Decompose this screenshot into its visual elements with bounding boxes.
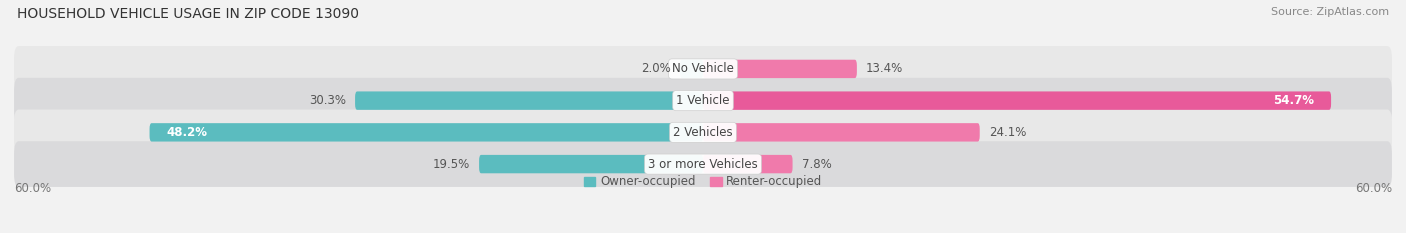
FancyBboxPatch shape	[14, 141, 1392, 187]
FancyBboxPatch shape	[149, 123, 703, 142]
Text: 2.0%: 2.0%	[641, 62, 671, 75]
FancyBboxPatch shape	[703, 60, 856, 78]
Text: 48.2%: 48.2%	[167, 126, 208, 139]
Text: 7.8%: 7.8%	[801, 158, 831, 171]
Text: HOUSEHOLD VEHICLE USAGE IN ZIP CODE 13090: HOUSEHOLD VEHICLE USAGE IN ZIP CODE 1309…	[17, 7, 359, 21]
Text: 19.5%: 19.5%	[433, 158, 470, 171]
Legend: Owner-occupied, Renter-occupied: Owner-occupied, Renter-occupied	[583, 175, 823, 188]
Text: 2 Vehicles: 2 Vehicles	[673, 126, 733, 139]
Text: 1 Vehicle: 1 Vehicle	[676, 94, 730, 107]
FancyBboxPatch shape	[14, 78, 1392, 123]
Text: 13.4%: 13.4%	[866, 62, 903, 75]
Text: 60.0%: 60.0%	[1355, 182, 1392, 195]
FancyBboxPatch shape	[681, 60, 703, 78]
Text: 54.7%: 54.7%	[1272, 94, 1313, 107]
Text: 3 or more Vehicles: 3 or more Vehicles	[648, 158, 758, 171]
Text: Source: ZipAtlas.com: Source: ZipAtlas.com	[1271, 7, 1389, 17]
Text: 60.0%: 60.0%	[14, 182, 51, 195]
FancyBboxPatch shape	[356, 91, 703, 110]
FancyBboxPatch shape	[14, 110, 1392, 155]
FancyBboxPatch shape	[14, 46, 1392, 92]
FancyBboxPatch shape	[479, 155, 703, 173]
FancyBboxPatch shape	[703, 123, 980, 142]
FancyBboxPatch shape	[703, 91, 1331, 110]
Text: 30.3%: 30.3%	[309, 94, 346, 107]
Text: 24.1%: 24.1%	[988, 126, 1026, 139]
FancyBboxPatch shape	[703, 155, 793, 173]
Text: No Vehicle: No Vehicle	[672, 62, 734, 75]
